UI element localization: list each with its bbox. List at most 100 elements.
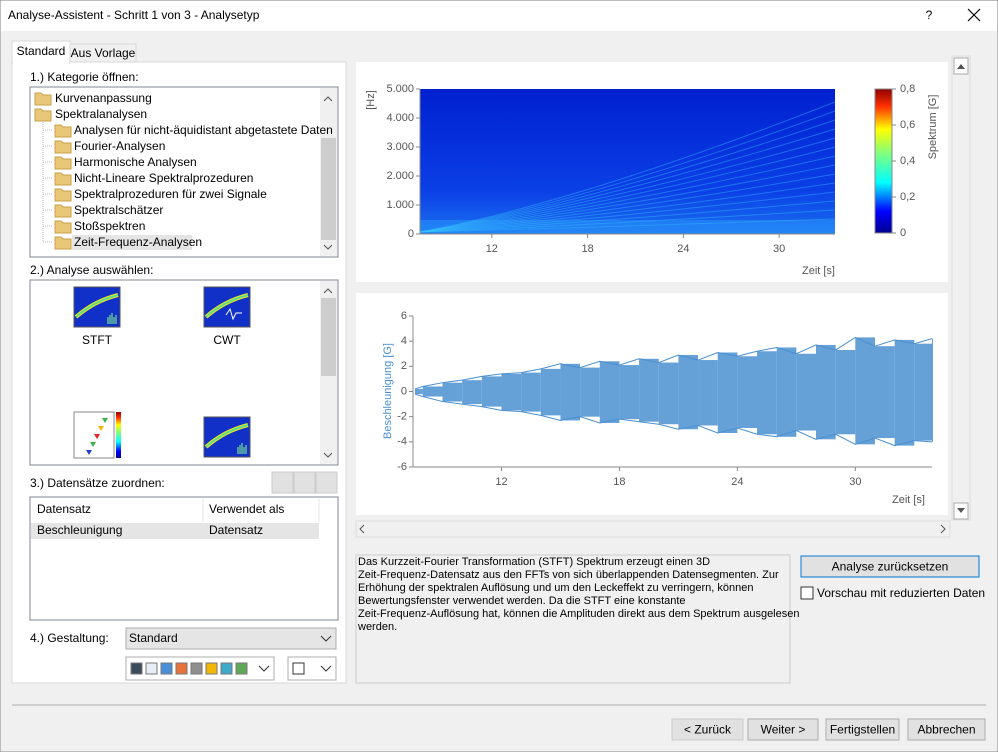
tree-item: Zeit-Frequenz-Analysen [74, 235, 202, 249]
spectrogram-texture [419, 200, 836, 233]
analysis-icon[interactable] [73, 411, 115, 459]
row-highlight [31, 523, 319, 539]
x-tick-label: 24 [677, 243, 689, 255]
checkbox[interactable] [800, 586, 814, 600]
reset-button[interactable] [800, 555, 980, 578]
spectrogram-texture [419, 182, 836, 233]
marker-icon [102, 418, 108, 423]
spectrogram-texture [419, 155, 836, 233]
scroll-thumb[interactable] [321, 298, 336, 376]
section-label: 2.) Analyse auswählen: [30, 263, 153, 277]
description-line: Das Kurzzeit-Fourier Transformation (STF… [358, 556, 710, 568]
color-swatch [292, 662, 305, 675]
category-tree [29, 86, 339, 258]
folder-icon [54, 188, 72, 202]
close-icon[interactable] [967, 8, 981, 22]
colorbar [874, 88, 893, 234]
y-tick-label: 3.000 [386, 141, 414, 153]
folder-icon [54, 156, 72, 170]
spectrogram-texture [419, 164, 836, 233]
colorbar-tick-label: 0,2 [900, 191, 915, 203]
arrow-icon [957, 508, 965, 513]
signal-envelope [894, 339, 915, 446]
description-line: Zeit-Frequenz-Datensatz aus den FFTs von… [358, 569, 779, 581]
y-tick-label: 0 [408, 228, 414, 240]
tab-label: Standard [17, 44, 66, 58]
spectrogram-texture [419, 119, 836, 233]
palette-swatch [190, 662, 203, 675]
marker-icon [98, 426, 104, 431]
dropdown-arrow [258, 665, 270, 672]
y-tick-label: 2 [401, 360, 407, 372]
horizontal-scrollbar[interactable] [355, 520, 951, 538]
tree-item: Fourier-Analysen [74, 139, 165, 153]
x-tick-label: 18 [581, 243, 593, 255]
folder-icon [54, 140, 72, 154]
x-tick-label: 12 [495, 476, 507, 488]
spectrogram-texture [419, 146, 836, 233]
description-line: Erhöhung der spektralen Auflösung und um… [358, 582, 753, 594]
analysis-icon[interactable] [203, 416, 251, 458]
column-header: Verwendet als [209, 502, 284, 516]
signal-envelope [580, 367, 600, 417]
toolbar-button[interactable] [271, 471, 294, 494]
tree-item: Kurvenanpassung [55, 91, 152, 105]
signal-line [414, 393, 933, 447]
signal-envelope [757, 351, 777, 435]
arrow-icon [940, 524, 946, 534]
description-line: Bewertungsfenster verwendet werden. Da d… [358, 595, 686, 607]
spectrogram-texture [419, 110, 836, 233]
signal-envelope [796, 353, 817, 431]
signal-envelope [914, 343, 932, 441]
signal-envelope [855, 337, 875, 445]
tree-item: Harmonische Analysen [74, 155, 197, 169]
tree-item: Spektralanalysen [55, 107, 147, 121]
marker-icon [90, 442, 96, 447]
y-tick-label: 2.000 [386, 170, 414, 182]
wizard-button[interactable] [747, 718, 819, 741]
marker-icon [86, 450, 92, 455]
marker-icon [94, 434, 100, 439]
analysis-icon[interactable] [203, 286, 251, 328]
signal-envelope [874, 346, 895, 439]
signal-envelope [678, 355, 699, 430]
wizard-button-label: Fertigstellen [830, 723, 895, 737]
spectrogram-texture [419, 101, 836, 233]
table-cell: Beschleunigung [37, 523, 122, 537]
folder-icon [54, 124, 72, 138]
folder-icon [34, 108, 52, 122]
signal-envelope [776, 347, 797, 437]
wizard-button[interactable] [825, 718, 900, 741]
reset-button-label: Analyse zurücksetzen [832, 560, 949, 574]
y-tick-label: -4 [397, 436, 407, 448]
description-line: werden. [357, 621, 397, 633]
analysis-icon[interactable] [73, 286, 121, 328]
toolbar-button[interactable] [315, 471, 338, 494]
x-tick-label: 30 [849, 476, 861, 488]
toolbar-button[interactable] [293, 471, 316, 494]
wizard-button[interactable] [907, 718, 986, 741]
folder-icon [54, 204, 72, 218]
tab[interactable] [69, 43, 137, 63]
wizard-button[interactable] [671, 718, 744, 741]
section-label: 4.) Gestaltung: [30, 631, 109, 645]
style-dropdown[interactable] [125, 627, 337, 650]
signal-envelope [462, 380, 482, 405]
vertical-scrollbar[interactable] [951, 55, 971, 521]
signal-envelope [619, 365, 640, 420]
spectrogram-texture [419, 218, 836, 233]
title-bar [1, 1, 997, 31]
signal-envelope [442, 382, 463, 402]
arrow-icon [323, 96, 333, 102]
arrow-icon [957, 64, 965, 69]
y-tick-label: 5.000 [386, 83, 414, 95]
dataset-table [29, 496, 339, 621]
signal-envelope [717, 352, 738, 434]
description-line: Zeit-Frequenz-Auflösung hat, können die … [358, 608, 799, 620]
icon-curve [75, 294, 119, 318]
scroll-thumb[interactable] [321, 138, 336, 240]
icon-wave [225, 307, 242, 321]
x-tick-label: 12 [486, 243, 498, 255]
signal-envelope [835, 349, 856, 435]
